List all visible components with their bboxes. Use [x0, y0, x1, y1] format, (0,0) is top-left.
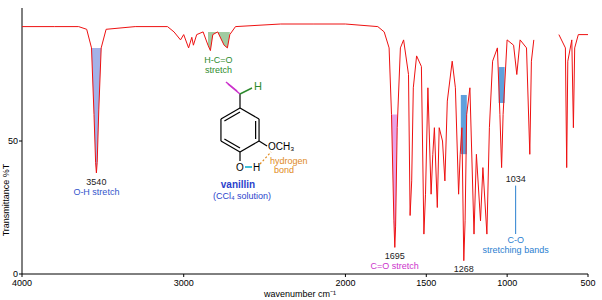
x-tick-label: 1000	[497, 278, 517, 288]
spectrum-line	[22, 24, 588, 261]
note: bond	[274, 165, 294, 175]
connector	[515, 186, 516, 234]
y-tick-label: 0	[13, 269, 18, 279]
bond	[240, 88, 252, 94]
band-label: H-C=O	[204, 55, 232, 65]
ring-double-bond	[255, 121, 256, 139]
bond	[259, 141, 267, 146]
y-tick	[19, 274, 22, 275]
ring-double-bond	[224, 112, 240, 121]
ring-bond	[240, 141, 259, 152]
ring-bond	[240, 108, 259, 119]
bond	[239, 152, 240, 161]
band-label: C=O stretch	[371, 261, 419, 271]
x-axis-label: wavenumber cm⁻¹	[263, 289, 336, 299]
y-axis-label: Transmittance %T	[1, 163, 11, 236]
structure: HOCH₃OHhydrogenbondvanillin(CCl₄ solutio…	[213, 80, 308, 201]
x-tick-label: 500	[580, 278, 595, 288]
x-tick-label: 4000	[12, 278, 32, 288]
atom-label: H	[254, 80, 262, 92]
plot-area	[22, 24, 588, 261]
ring-double-bond	[224, 139, 240, 148]
atom-label: OCH₃	[268, 141, 294, 152]
peak-label: 1034	[506, 174, 526, 184]
peak-label: 1268	[454, 264, 474, 274]
compound-name: vanillin	[221, 179, 255, 190]
carbonyl	[226, 82, 237, 91]
band-label: stretch	[205, 65, 232, 75]
x-tick	[345, 274, 346, 277]
x-tick	[426, 274, 427, 277]
band-label: C-O	[507, 235, 524, 245]
peak-label: 3540	[86, 177, 106, 187]
x-axis	[22, 274, 588, 275]
y-tick-label: 50	[8, 136, 18, 146]
x-tick	[588, 274, 589, 277]
bond	[245, 166, 252, 168]
x-tick-label: 2000	[335, 278, 355, 288]
x-tick-label: 1500	[416, 278, 436, 288]
annotations: 3540O-H stretch H-C=Ostretch 1695C=O stret…	[73, 55, 549, 274]
ring-bond	[258, 119, 259, 141]
chart: 4000 3000 2000 1500 1000 500 0 50 wavenumber cm⁻…	[0, 0, 602, 300]
y-tick	[19, 141, 22, 142]
atom-label: O	[236, 162, 244, 173]
ring-bond	[220, 119, 221, 141]
atom-label: H	[253, 162, 260, 173]
band-label: stretching bands	[483, 245, 550, 255]
peak-label: 1695	[385, 251, 405, 261]
x-tick	[183, 274, 184, 277]
bond	[239, 94, 240, 108]
band-label: O-H stretch	[73, 187, 119, 197]
x-tick-label: 3000	[174, 278, 194, 288]
solvent: (CCl₄ solution)	[213, 191, 271, 201]
band-fill	[92, 48, 102, 173]
x-tick	[507, 274, 508, 277]
